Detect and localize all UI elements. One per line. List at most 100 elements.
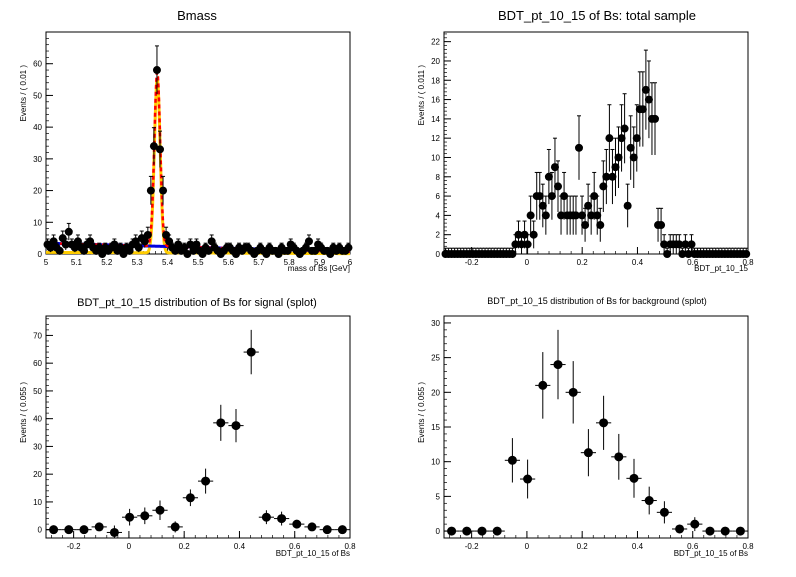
- data-point: [659, 507, 669, 517]
- data-point: [587, 211, 596, 220]
- data-point: [660, 240, 669, 249]
- data-point: [204, 246, 213, 255]
- y-tick-label: 8: [436, 173, 441, 182]
- data-point: [80, 246, 88, 255]
- x-tick-label: 0.8: [742, 258, 754, 267]
- data-point: [231, 421, 241, 431]
- data-point: [174, 240, 183, 249]
- data-point: [55, 246, 64, 255]
- data-point: [170, 522, 180, 532]
- data-point: [599, 182, 608, 191]
- data-point: [514, 230, 523, 239]
- data-point: [180, 243, 189, 252]
- y-tick-label: 50: [33, 91, 42, 100]
- data-point: [185, 493, 195, 503]
- panel-title: BDT_pt_10_15 distribution of Bs for sign…: [77, 297, 317, 309]
- data-point: [644, 496, 654, 506]
- data-point: [651, 114, 660, 123]
- x-tick-label: -0.2: [465, 542, 479, 551]
- x-axis-label: BDT_pt_10_15 of Bs: [674, 549, 748, 558]
- data-point: [623, 201, 632, 210]
- x-tick-label: 0.8: [742, 542, 754, 551]
- data-point: [614, 153, 623, 162]
- x-tick-label: 0.2: [179, 542, 191, 551]
- y-tick-label: 0: [38, 526, 43, 535]
- x-tick-label: 0.2: [577, 258, 589, 267]
- data-point: [575, 143, 584, 152]
- data-point: [246, 347, 256, 357]
- data-point: [95, 243, 104, 252]
- data-point: [535, 192, 544, 201]
- data-point: [110, 240, 119, 249]
- plot-area: -0.2 0 0.2 0.4 0.6 0.8 0 10 20 30 40 50 60 70: [33, 315, 356, 551]
- y-axis-label: Events / ( 0.055 ): [417, 382, 426, 443]
- x-tick-label: 0: [525, 542, 530, 551]
- data-point: [644, 95, 653, 104]
- data-point: [614, 452, 624, 462]
- data-point: [544, 172, 553, 181]
- panel-bdt-background: BDT_pt_10_15 distribution of Bs for back…: [417, 296, 754, 558]
- plot-area: 5 5.1 5.2 5.3 5.4 5.5 5.6 5.7 5.8 5.9 601020304050…: [33, 31, 353, 267]
- data-point: [261, 512, 271, 522]
- x-tick-label: 5.6: [223, 258, 235, 267]
- data-point: [125, 512, 135, 522]
- data-point: [617, 134, 626, 143]
- signal-fit-curve: [46, 75, 350, 256]
- data-point: [159, 186, 168, 195]
- data-point: [620, 124, 629, 133]
- data-point: [70, 243, 79, 252]
- data-point: [216, 418, 226, 428]
- y-tick-label: 10: [431, 458, 440, 467]
- panel-bdt-signal: BDT_pt_10_15 distribution of Bs for sign…: [19, 297, 356, 558]
- y-tick-label: 0: [436, 527, 441, 536]
- y-tick-label: 0: [436, 250, 441, 259]
- y-tick-label: 25: [431, 354, 440, 363]
- x-tick-label: 0.8: [344, 542, 356, 551]
- data-point: [149, 142, 158, 151]
- data-point: [632, 134, 641, 143]
- data-point: [571, 211, 580, 220]
- total-fit-curve: [45, 69, 351, 253]
- data-point: [657, 221, 666, 230]
- data-point: [447, 526, 457, 536]
- data-point: [79, 525, 89, 535]
- data-point: [307, 522, 317, 532]
- data-point: [198, 250, 207, 258]
- plot-frame: [45, 315, 351, 539]
- x-tick-label: -0.2: [465, 258, 479, 267]
- y-tick-label: 4: [436, 211, 441, 220]
- data-point: [520, 230, 529, 239]
- y-tick-label: 20: [431, 388, 440, 397]
- plot-frame: [443, 315, 749, 539]
- panel-title: BDT_pt_10_15 of Bs: total sample: [498, 8, 696, 23]
- data-point: [125, 246, 134, 255]
- y-tick-label: 20: [33, 470, 42, 479]
- data-point: [232, 250, 240, 258]
- data-point: [492, 526, 502, 536]
- data-point: [146, 186, 155, 195]
- data-point: [675, 240, 684, 249]
- data-point: [626, 143, 635, 152]
- plot-frame: [443, 31, 749, 255]
- y-tick-label: 2: [436, 231, 441, 240]
- y-tick-label: 20: [431, 57, 440, 66]
- data-point: [322, 525, 332, 535]
- data-point: [538, 201, 547, 210]
- y-tick-label: 40: [33, 415, 42, 424]
- data-point: [705, 526, 715, 536]
- data-point: [171, 246, 180, 255]
- data-point: [678, 250, 687, 258]
- plot-area: -0.2 0 0.2 0.4 0.6 0.8 0 5 10 15 20 25 30: [431, 315, 754, 551]
- data-point: [523, 474, 533, 484]
- data-point: [134, 243, 143, 252]
- y-tick-label: 22: [431, 38, 440, 47]
- data-point: [304, 237, 313, 246]
- data-point: [337, 525, 347, 535]
- x-tick-label: 5.9: [314, 258, 326, 267]
- x-tick-label: 5.5: [192, 258, 204, 267]
- x-tick-label: 5.2: [101, 258, 113, 267]
- data-point: [681, 240, 690, 249]
- data-point: [687, 240, 696, 249]
- data-point: [608, 172, 617, 181]
- y-tick-label: 18: [431, 76, 440, 85]
